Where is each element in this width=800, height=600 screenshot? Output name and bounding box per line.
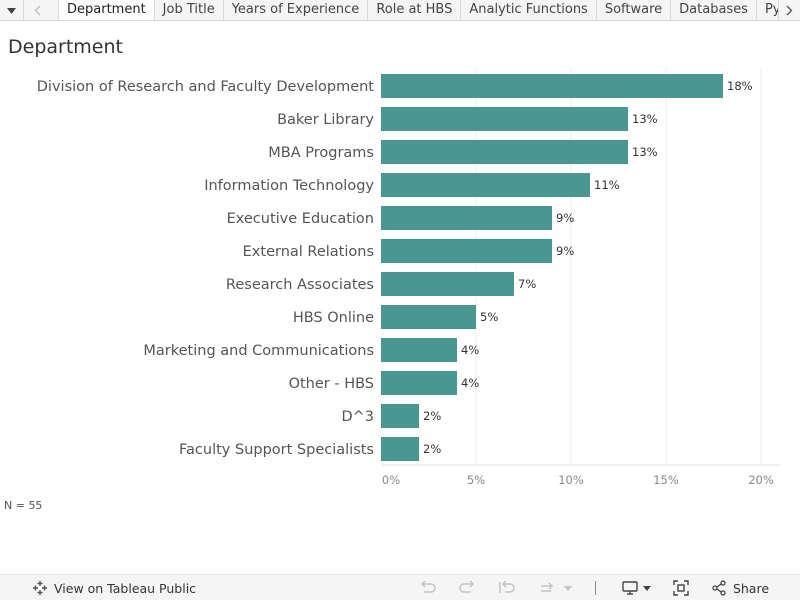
download-button[interactable] <box>620 579 652 597</box>
department-bar-chart: Division of Research and Faculty Develop… <box>37 68 780 487</box>
x-tick-label: 10% <box>558 473 584 487</box>
tab-analytic-functions[interactable]: Analytic Functions <box>461 0 597 20</box>
tableau-logo-icon <box>33 581 47 595</box>
category-label: Executive Education <box>227 211 374 227</box>
footer-toolbar: View on Tableau Public Share <box>0 574 800 600</box>
bar[interactable] <box>381 206 552 230</box>
data-label: 13% <box>632 112 658 126</box>
tab-department[interactable]: Department <box>58 0 155 20</box>
share-icon <box>712 580 726 596</box>
view-on-tableau-link[interactable]: View on Tableau Public <box>32 580 196 596</box>
category-label: Other - HBS <box>289 376 374 392</box>
category-label: Faculty Support Specialists <box>179 442 374 458</box>
category-label: Baker Library <box>277 112 374 128</box>
fullscreen-button[interactable] <box>671 579 691 597</box>
revert-icon <box>499 580 515 593</box>
category-label: MBA Programs <box>268 145 374 161</box>
data-label: 9% <box>556 244 574 258</box>
tab-bar: Department Job Title Years of Experience Ro… <box>0 0 800 21</box>
share-button[interactable]: Share <box>710 579 770 597</box>
data-label: 7% <box>518 277 536 291</box>
refresh-button[interactable] <box>534 579 576 597</box>
chevron-left-icon <box>34 5 40 16</box>
category-label: Division of Research and Faculty Develop… <box>37 79 375 95</box>
data-label: 13% <box>632 145 658 159</box>
caret-down-icon <box>7 7 16 14</box>
data-label: 5% <box>480 310 498 324</box>
x-tick-label: 15% <box>653 473 679 487</box>
refresh-icon <box>541 582 554 592</box>
x-tick-label: 0% <box>382 473 400 487</box>
tab-list: Department Job Title Years of Experience Ro… <box>58 0 800 20</box>
tab-scroll-right-button[interactable] <box>778 0 800 20</box>
bar[interactable] <box>381 74 723 98</box>
tab-years-of-experience[interactable]: Years of Experience <box>223 0 369 20</box>
redo-icon <box>459 580 475 593</box>
bar[interactable] <box>381 239 552 263</box>
download-icon <box>621 581 638 595</box>
tab-scroll-left-button[interactable] <box>25 0 49 20</box>
chevron-right-icon <box>786 5 793 16</box>
category-label: D^3 <box>341 409 374 425</box>
tab-software[interactable]: Software <box>596 0 672 20</box>
toolbar-divider <box>595 581 596 595</box>
tab-role-at-hbs[interactable]: Role at HBS <box>368 0 462 20</box>
tab-menu-button[interactable] <box>0 0 24 20</box>
data-label: 11% <box>594 178 620 192</box>
bar[interactable] <box>381 107 628 131</box>
bar[interactable] <box>381 305 476 329</box>
data-label: 4% <box>461 343 479 357</box>
undo-button[interactable] <box>418 579 438 597</box>
fullscreen-icon <box>673 580 689 596</box>
data-label: 2% <box>423 409 441 423</box>
data-label: 2% <box>423 442 441 456</box>
data-label: 9% <box>556 211 574 225</box>
x-tick-label: 20% <box>748 473 774 487</box>
category-label: Research Associates <box>226 277 374 293</box>
tab-job-title[interactable]: Job Title <box>154 0 224 20</box>
bar[interactable] <box>381 404 419 428</box>
tab-databases[interactable]: Databases <box>671 0 757 20</box>
bar[interactable] <box>381 140 628 164</box>
data-label: 4% <box>461 376 479 390</box>
caret-down-icon <box>564 585 572 591</box>
bar[interactable] <box>381 437 419 461</box>
sample-size-note: N = 55 <box>4 499 43 512</box>
share-label: Share <box>732 580 770 596</box>
data-label: 18% <box>727 79 753 93</box>
category-label: HBS Online <box>293 310 374 326</box>
page-title: Department <box>8 36 123 58</box>
view-on-tableau-label: View on Tableau Public <box>54 580 197 596</box>
x-tick-label: 5% <box>467 473 485 487</box>
category-label: Marketing and Communications <box>143 343 374 359</box>
caret-down-icon <box>642 585 651 591</box>
bar[interactable] <box>381 371 457 395</box>
bar[interactable] <box>381 173 590 197</box>
undo-icon <box>420 580 436 593</box>
bar[interactable] <box>381 272 514 296</box>
category-label: External Relations <box>243 244 374 260</box>
bar[interactable] <box>381 338 457 362</box>
revert-button[interactable] <box>497 579 517 597</box>
redo-button[interactable] <box>457 579 477 597</box>
category-label: Information Technology <box>204 178 374 194</box>
